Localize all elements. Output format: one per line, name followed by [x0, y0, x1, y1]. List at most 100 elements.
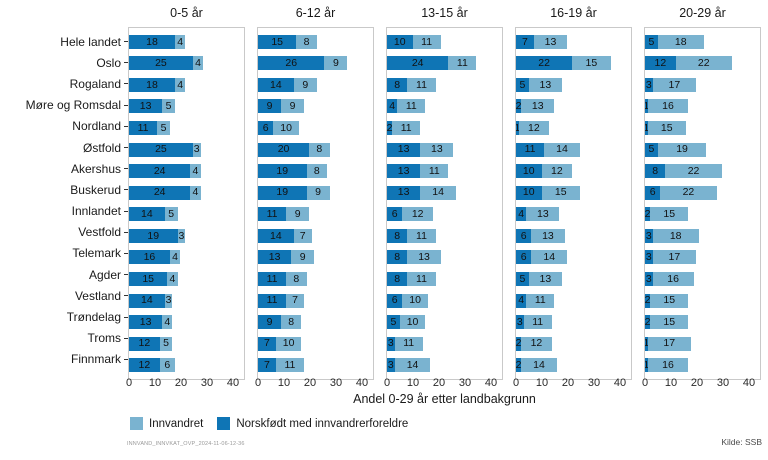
bar-segment-innvandret: 12 [521, 336, 552, 351]
bar-segment-norskfodt: 16 [129, 250, 170, 265]
bar-value-label: 14 [556, 143, 568, 156]
stacked-bar: 14 7 [258, 228, 373, 243]
bar-value-label: 14 [533, 358, 545, 371]
bar-value-label: 19 [276, 186, 289, 199]
bar-segment-norskfodt: 19 [258, 164, 307, 179]
bar-value-label: 26 [285, 57, 298, 70]
category-row: Oslo [0, 52, 128, 73]
bar-value-label: 13 [268, 251, 281, 264]
bar-value-label: 6 [649, 186, 656, 199]
stacked-bar: 13 14 [387, 185, 502, 200]
x-axis-label: Andel 0-29 år etter landbakgrunn [353, 392, 536, 406]
bar-value-label: 22 [697, 57, 710, 70]
stacked-bar: 16 4 [129, 250, 244, 265]
bar-segment-norskfodt: 1 [645, 358, 649, 373]
bar-segment-norskfodt: 1 [645, 336, 649, 351]
bar-segment-norskfodt: 7 [258, 358, 276, 373]
bar-segment-norskfodt: 10 [516, 185, 542, 200]
category-label: Akershus [70, 161, 121, 176]
x-tick-label: 20 [174, 377, 188, 389]
bar-value-label: 3 [165, 294, 172, 307]
bar-segment-innvandret: 3 [192, 142, 201, 157]
x-tick-label: 40 [226, 377, 240, 389]
bar-row: 14 7 [258, 225, 373, 247]
bar-value-label: 1 [516, 123, 520, 134]
stacked-bar: 24 4 [129, 185, 244, 200]
panel-13-15-år: 10 11 24 11 8 11 4 11 2 11 13 13 13 11 13 14 6 12 8 11 8 13 8 1… [386, 27, 503, 380]
bar-segment-innvandret: 13 [526, 207, 560, 222]
bar-row: 7 13 [516, 31, 631, 53]
bar-value-label: 4 [518, 294, 525, 307]
category-label: Innlandet [71, 204, 121, 219]
category-row: Troms [0, 328, 128, 349]
bar-value-label: 11 [266, 208, 278, 221]
bar-segment-innvandret: 22 [660, 185, 717, 200]
bar-value-label: 3 [645, 78, 652, 91]
stacked-bar: 8 22 [645, 164, 760, 179]
bar-row: 7 10 [258, 333, 373, 355]
bar-row: 1 15 [645, 117, 760, 139]
bar-segment-innvandret: 11 [420, 164, 449, 179]
stacked-bar: 11 8 [258, 271, 373, 286]
bar-segment-innvandret: 4 [175, 34, 186, 49]
bar-row: 4 11 [516, 290, 631, 312]
stacked-bar: 3 11 [516, 315, 631, 330]
x-tick-label: 40 [484, 377, 498, 389]
bar-segment-innvandret: 9 [306, 185, 330, 200]
bar-segment-innvandret: 17 [652, 250, 697, 265]
bar-segment-norskfodt: 12 [645, 56, 676, 71]
bar-segment-norskfodt: 8 [387, 228, 408, 243]
bar-value-label: 25 [155, 143, 167, 156]
bar-segment-innvandret: 3 [177, 228, 186, 243]
bar-row: 10 15 [516, 182, 631, 204]
bar-value-label: 8 [313, 164, 320, 177]
bar-row: 11 14 [516, 139, 631, 161]
stacked-bar: 11 5 [129, 121, 244, 136]
bar-segment-innvandret: 13 [531, 228, 565, 243]
x-tick-label: 0 [641, 377, 649, 389]
stacked-bar: 13 5 [129, 99, 244, 114]
bar-segment-innvandret: 5 [157, 121, 170, 136]
panel-0-5-år: 18 4 25 4 18 4 13 5 11 5 25 3 24 4 24 4 14 5 19 3 16 4 15 4 14 3 1… [128, 27, 245, 380]
panel-title: 20-29 år [679, 6, 726, 20]
bar-value-label: 15 [663, 294, 676, 307]
legend-label-innvandret: Innvandret [149, 417, 204, 430]
x-tick-label: 30 [716, 377, 730, 389]
bar-row: 16 4 [129, 247, 244, 269]
category-row: Buskerud [0, 179, 128, 200]
stacked-bar: 14 5 [129, 207, 244, 222]
stacked-bar: 4 13 [516, 207, 631, 222]
stacked-bar: 18 4 [129, 77, 244, 92]
bar-segment-norskfodt: 15 [129, 271, 168, 286]
bar-segment-norskfodt: 2 [645, 207, 650, 222]
x-tick-label: 30 [329, 377, 343, 389]
bar-segment-innvandret: 17 [652, 77, 697, 92]
legend-swatch-innvandret [130, 417, 143, 430]
stacked-bar: 10 11 [387, 34, 502, 49]
stacked-bar: 5 18 [645, 34, 760, 49]
bar-value-label: 13 [536, 208, 549, 221]
bar-value-label: 12 [530, 337, 543, 350]
category-label: Agder [88, 267, 121, 282]
bar-segment-innvandret: 15 [650, 315, 689, 330]
bar-segment-innvandret: 5 [162, 99, 175, 114]
bar-value-label: 22 [538, 57, 550, 70]
stacked-bar: 12 22 [645, 56, 760, 71]
bar-value-label: 10 [409, 294, 421, 307]
bar-value-label: 5 [168, 208, 175, 221]
x-tick-label: 0 [512, 377, 520, 389]
bar-row: 11 7 [258, 290, 373, 312]
y-tick-mark [124, 252, 128, 254]
stacked-bar: 24 11 [387, 56, 502, 71]
stacked-bar: 1 12 [516, 121, 631, 136]
bar-row: 12 22 [645, 53, 760, 75]
bar-row: 2 15 [645, 311, 760, 333]
bar-value-label: 9 [333, 57, 339, 70]
bar-value-label: 18 [669, 229, 682, 242]
bar-segment-norskfodt: 6 [645, 185, 661, 200]
bar-segment-innvandret: 6 [159, 358, 175, 373]
bar-value-label: 8 [293, 272, 300, 285]
bar-segment-innvandret: 8 [296, 34, 317, 49]
bar-value-label: 10 [393, 35, 406, 48]
